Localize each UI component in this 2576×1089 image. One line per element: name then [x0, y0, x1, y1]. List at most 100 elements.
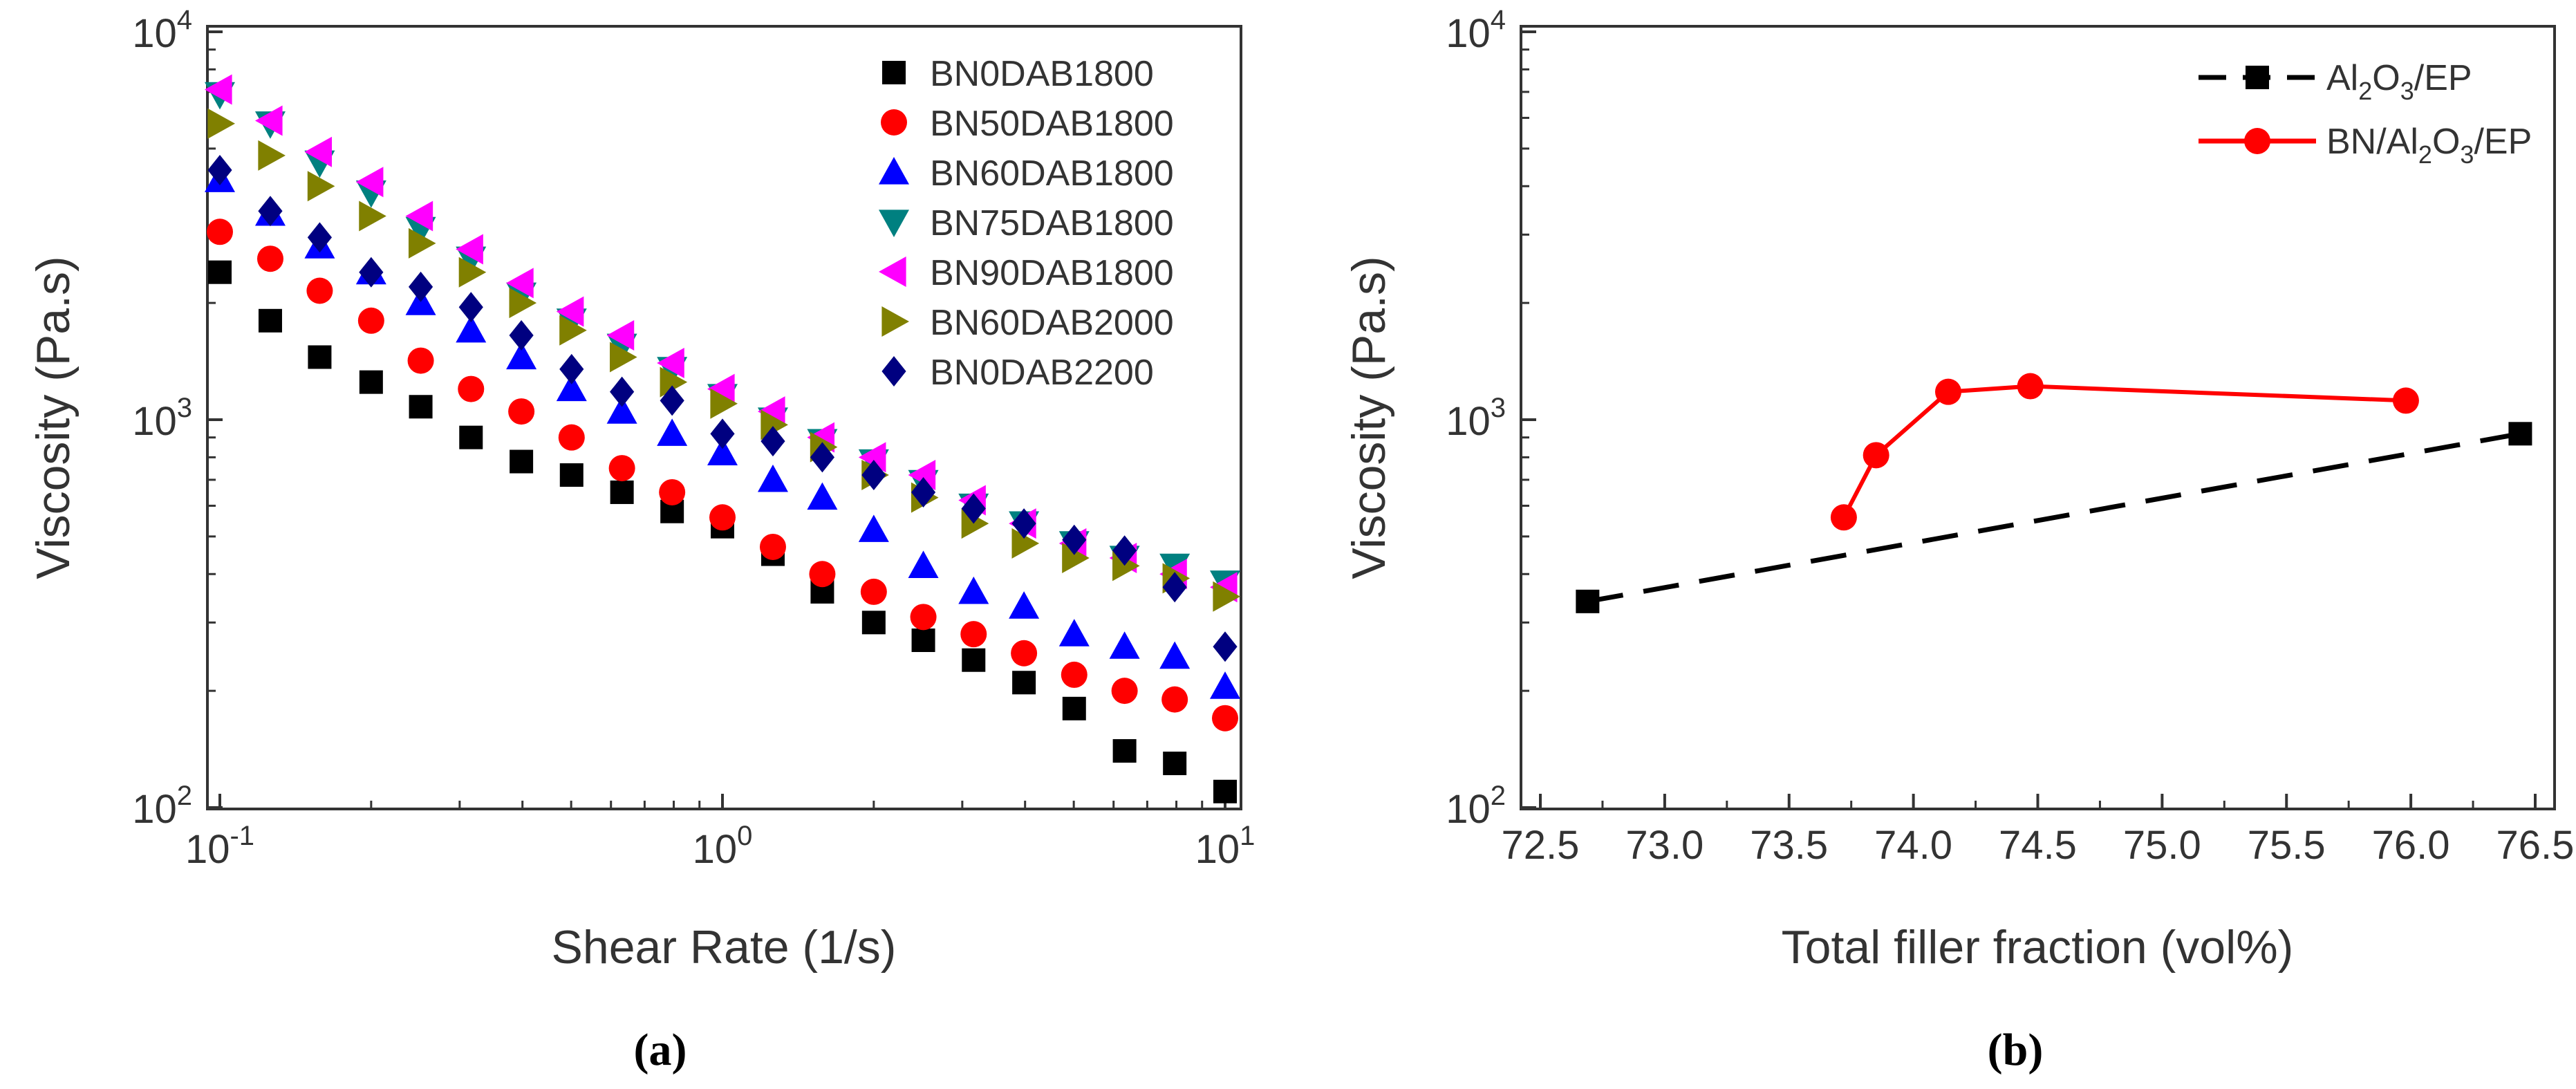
panel-a-point [1162, 572, 1187, 603]
panel-b-series-lines [1587, 384, 2521, 604]
panel-b-x-tick-label: 73.0 [1625, 823, 1704, 868]
panel-a-legend-marker [879, 257, 906, 287]
panel-a-legend-marker [881, 109, 907, 136]
panel-a-point [1009, 591, 1040, 619]
panel-a-plot-frame [206, 25, 1242, 810]
panel-a-point [306, 277, 333, 304]
panel-a-point [208, 260, 232, 284]
panel-a-series-BN60DAB2000 [207, 108, 1240, 612]
panel-b-x-tick-label: 74.5 [1999, 823, 2077, 868]
panel-a-legend-label: BN0DAB2200 [930, 353, 1154, 393]
panel-a-point [1062, 696, 1086, 720]
panel-a-point [458, 375, 485, 402]
panel-b-legend-marker [2246, 66, 2269, 89]
panel-a-point [809, 561, 836, 588]
panel-a-point [710, 418, 735, 449]
panel-a-point [205, 74, 232, 105]
panel-a-legend-label: BN50DAB1800 [930, 104, 1174, 144]
panel-b-y-tick-label-2: 104 [1446, 5, 1506, 56]
panel-a-point [1213, 581, 1240, 612]
panel-a-point [908, 460, 936, 491]
panel-a-point [861, 611, 886, 635]
panel-a-legend-item: BN90DAB1800 [879, 253, 1174, 293]
panel-b-x-tick-label: 73.5 [1750, 823, 1828, 868]
panel-a-point [1212, 705, 1238, 732]
panel-a-point [256, 245, 283, 272]
panel-a-point [559, 315, 587, 346]
panel-a-legend-marker [879, 157, 909, 185]
panel-a-point [710, 388, 738, 419]
panel-a-point [911, 476, 936, 508]
panel-a-point [610, 376, 635, 407]
panel-a-legend-label: BN60DAB2000 [930, 303, 1174, 343]
panel-b-x-tick-label: 75.5 [2248, 823, 2326, 868]
panel-a-point [407, 347, 434, 374]
panel-a-point [1161, 686, 1188, 713]
panel-a-point [660, 385, 684, 416]
panel-a-legend-item: BN60DAB1800 [879, 153, 1174, 194]
panel-b-point [2392, 387, 2419, 414]
panel-a-point [510, 449, 534, 474]
panel-a-point [960, 621, 987, 648]
panel-a-point [962, 648, 986, 672]
panel-a-point [860, 578, 887, 605]
panel-a-point [458, 257, 487, 288]
panel-a-legend: BN0DAB1800 BN50DAB1800 BN60DAB1800 BN75DAB1… [879, 54, 1174, 393]
panel-a-point [408, 271, 433, 302]
panel-a-point [1109, 631, 1140, 659]
panel-a-caption: (a) [634, 1025, 687, 1075]
panel-a-point [1011, 640, 1038, 667]
panel-a-point [559, 353, 584, 384]
panel-a-point [1112, 535, 1137, 566]
panel-a-point [359, 370, 383, 394]
panel-a-point [355, 167, 384, 198]
panel-b-point [2017, 373, 2044, 400]
panel-a-point [307, 171, 335, 202]
panel-a-point [657, 348, 684, 379]
panel-a-point [1011, 528, 1040, 559]
panel-a-point [307, 222, 333, 253]
panel-a-legend-label: BN0DAB1800 [930, 54, 1154, 94]
panel-a-point [958, 576, 989, 604]
panel-a-point [707, 373, 735, 404]
panel-a-point [409, 395, 433, 419]
panel-a-point [858, 442, 886, 473]
panel-b-x-tick-label: 74.0 [1874, 823, 1952, 868]
panel-a-point [254, 105, 283, 136]
panel-a-data-points [205, 74, 1240, 803]
panel-b-data-points [1576, 373, 2532, 613]
panel-a-legend-label: BN90DAB1800 [930, 253, 1174, 293]
panel-b-x-tick-label: 75.0 [2123, 823, 2201, 868]
panel-a-point [1062, 543, 1090, 574]
panel-a-point [709, 504, 736, 531]
panel-a-x-axis-title: Shear Rate (1/s) [552, 921, 897, 974]
panel-b-legend-item: Al2O3/EP [2199, 58, 2472, 105]
panel-a-point [258, 308, 282, 333]
panel-a-point [408, 227, 436, 259]
panel-a-legend-label: BN75DAB1800 [930, 203, 1174, 243]
panel-a-legend-item: BN0DAB1800 [882, 54, 1154, 94]
panel-b-y-tick-label-0: 102 [1446, 781, 1506, 832]
panel-a-point [760, 409, 788, 440]
panel-b-ticks: 72.5 73.0 73.5 74.0 74.5 75.0 75.5 76.0 76.5 102 1… [1446, 5, 2574, 868]
panel-a-point [1111, 678, 1138, 705]
panel-a-y-tick-label-2: 104 [132, 5, 192, 56]
panel-a-point [810, 442, 835, 473]
panel-a-legend-marker [879, 210, 909, 237]
panel-a-point [858, 514, 889, 542]
panel-a-point [908, 550, 939, 578]
panel-a-point [207, 108, 235, 139]
panel-a-point [308, 345, 332, 369]
panel-a-point [258, 196, 283, 227]
panel-a-legend-item: BN75DAB1800 [879, 203, 1174, 243]
panel-a-point [1213, 779, 1237, 803]
panel-b-y-tick-label-1: 103 [1446, 393, 1506, 444]
panel-a-point [359, 201, 386, 232]
panel-a-point [458, 292, 483, 323]
panel-a-point [459, 425, 483, 449]
panel-a-x-tick-label-0: 10-1 [185, 821, 254, 872]
panel-b-x-tick-label: 72.5 [1502, 823, 1580, 868]
panel-a-legend-marker [881, 306, 909, 337]
panel-a-point [759, 533, 786, 560]
panel-a-legend-item: BN50DAB1800 [881, 104, 1174, 144]
